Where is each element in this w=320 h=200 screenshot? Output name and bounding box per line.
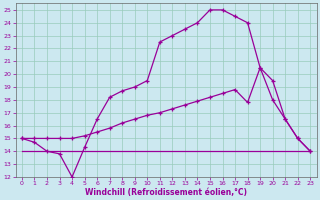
X-axis label: Windchill (Refroidissement éolien,°C): Windchill (Refroidissement éolien,°C) bbox=[85, 188, 247, 197]
